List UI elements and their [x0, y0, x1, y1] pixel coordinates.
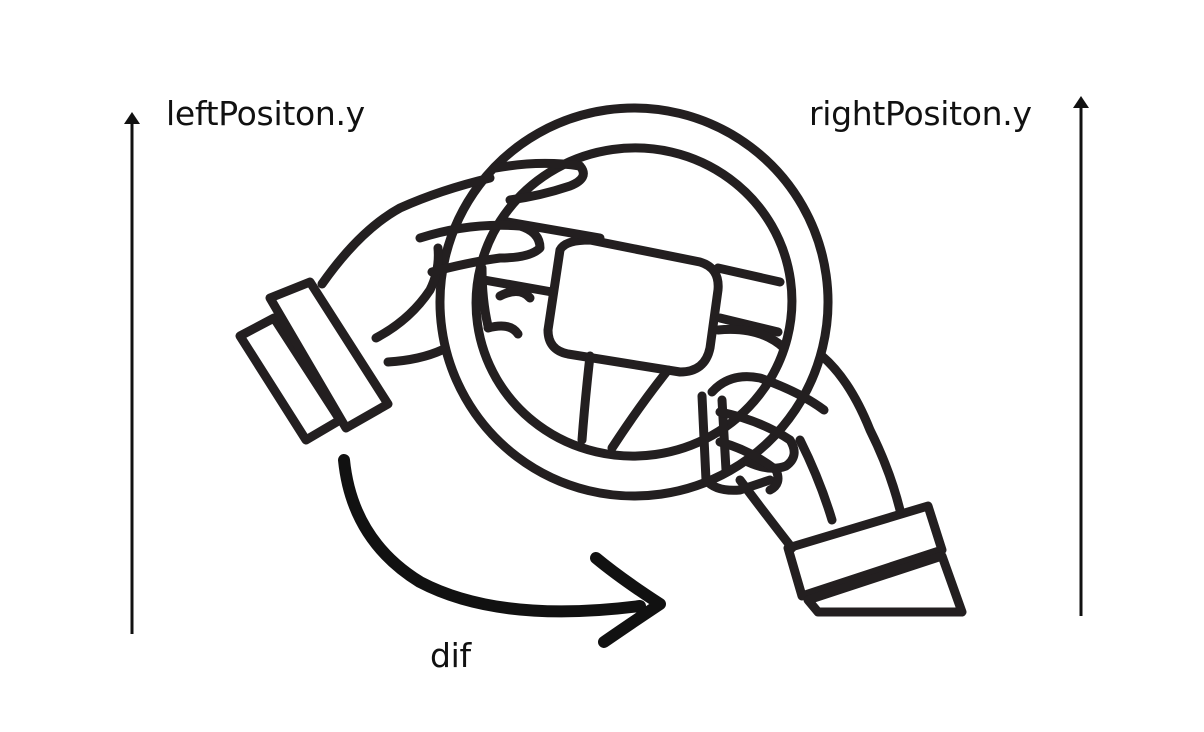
steering-wheel-icon [435, 103, 833, 501]
left-position-label: leftPositon.y [166, 94, 365, 133]
right-hand-icon [697, 324, 967, 617]
left-hand-icon [235, 158, 588, 445]
right-position-label: rightPositon.y [809, 94, 1032, 133]
difference-arrow [338, 454, 666, 648]
left-position-axis [124, 112, 140, 634]
difference-label: dif [430, 636, 471, 675]
right-position-axis [1073, 96, 1089, 616]
